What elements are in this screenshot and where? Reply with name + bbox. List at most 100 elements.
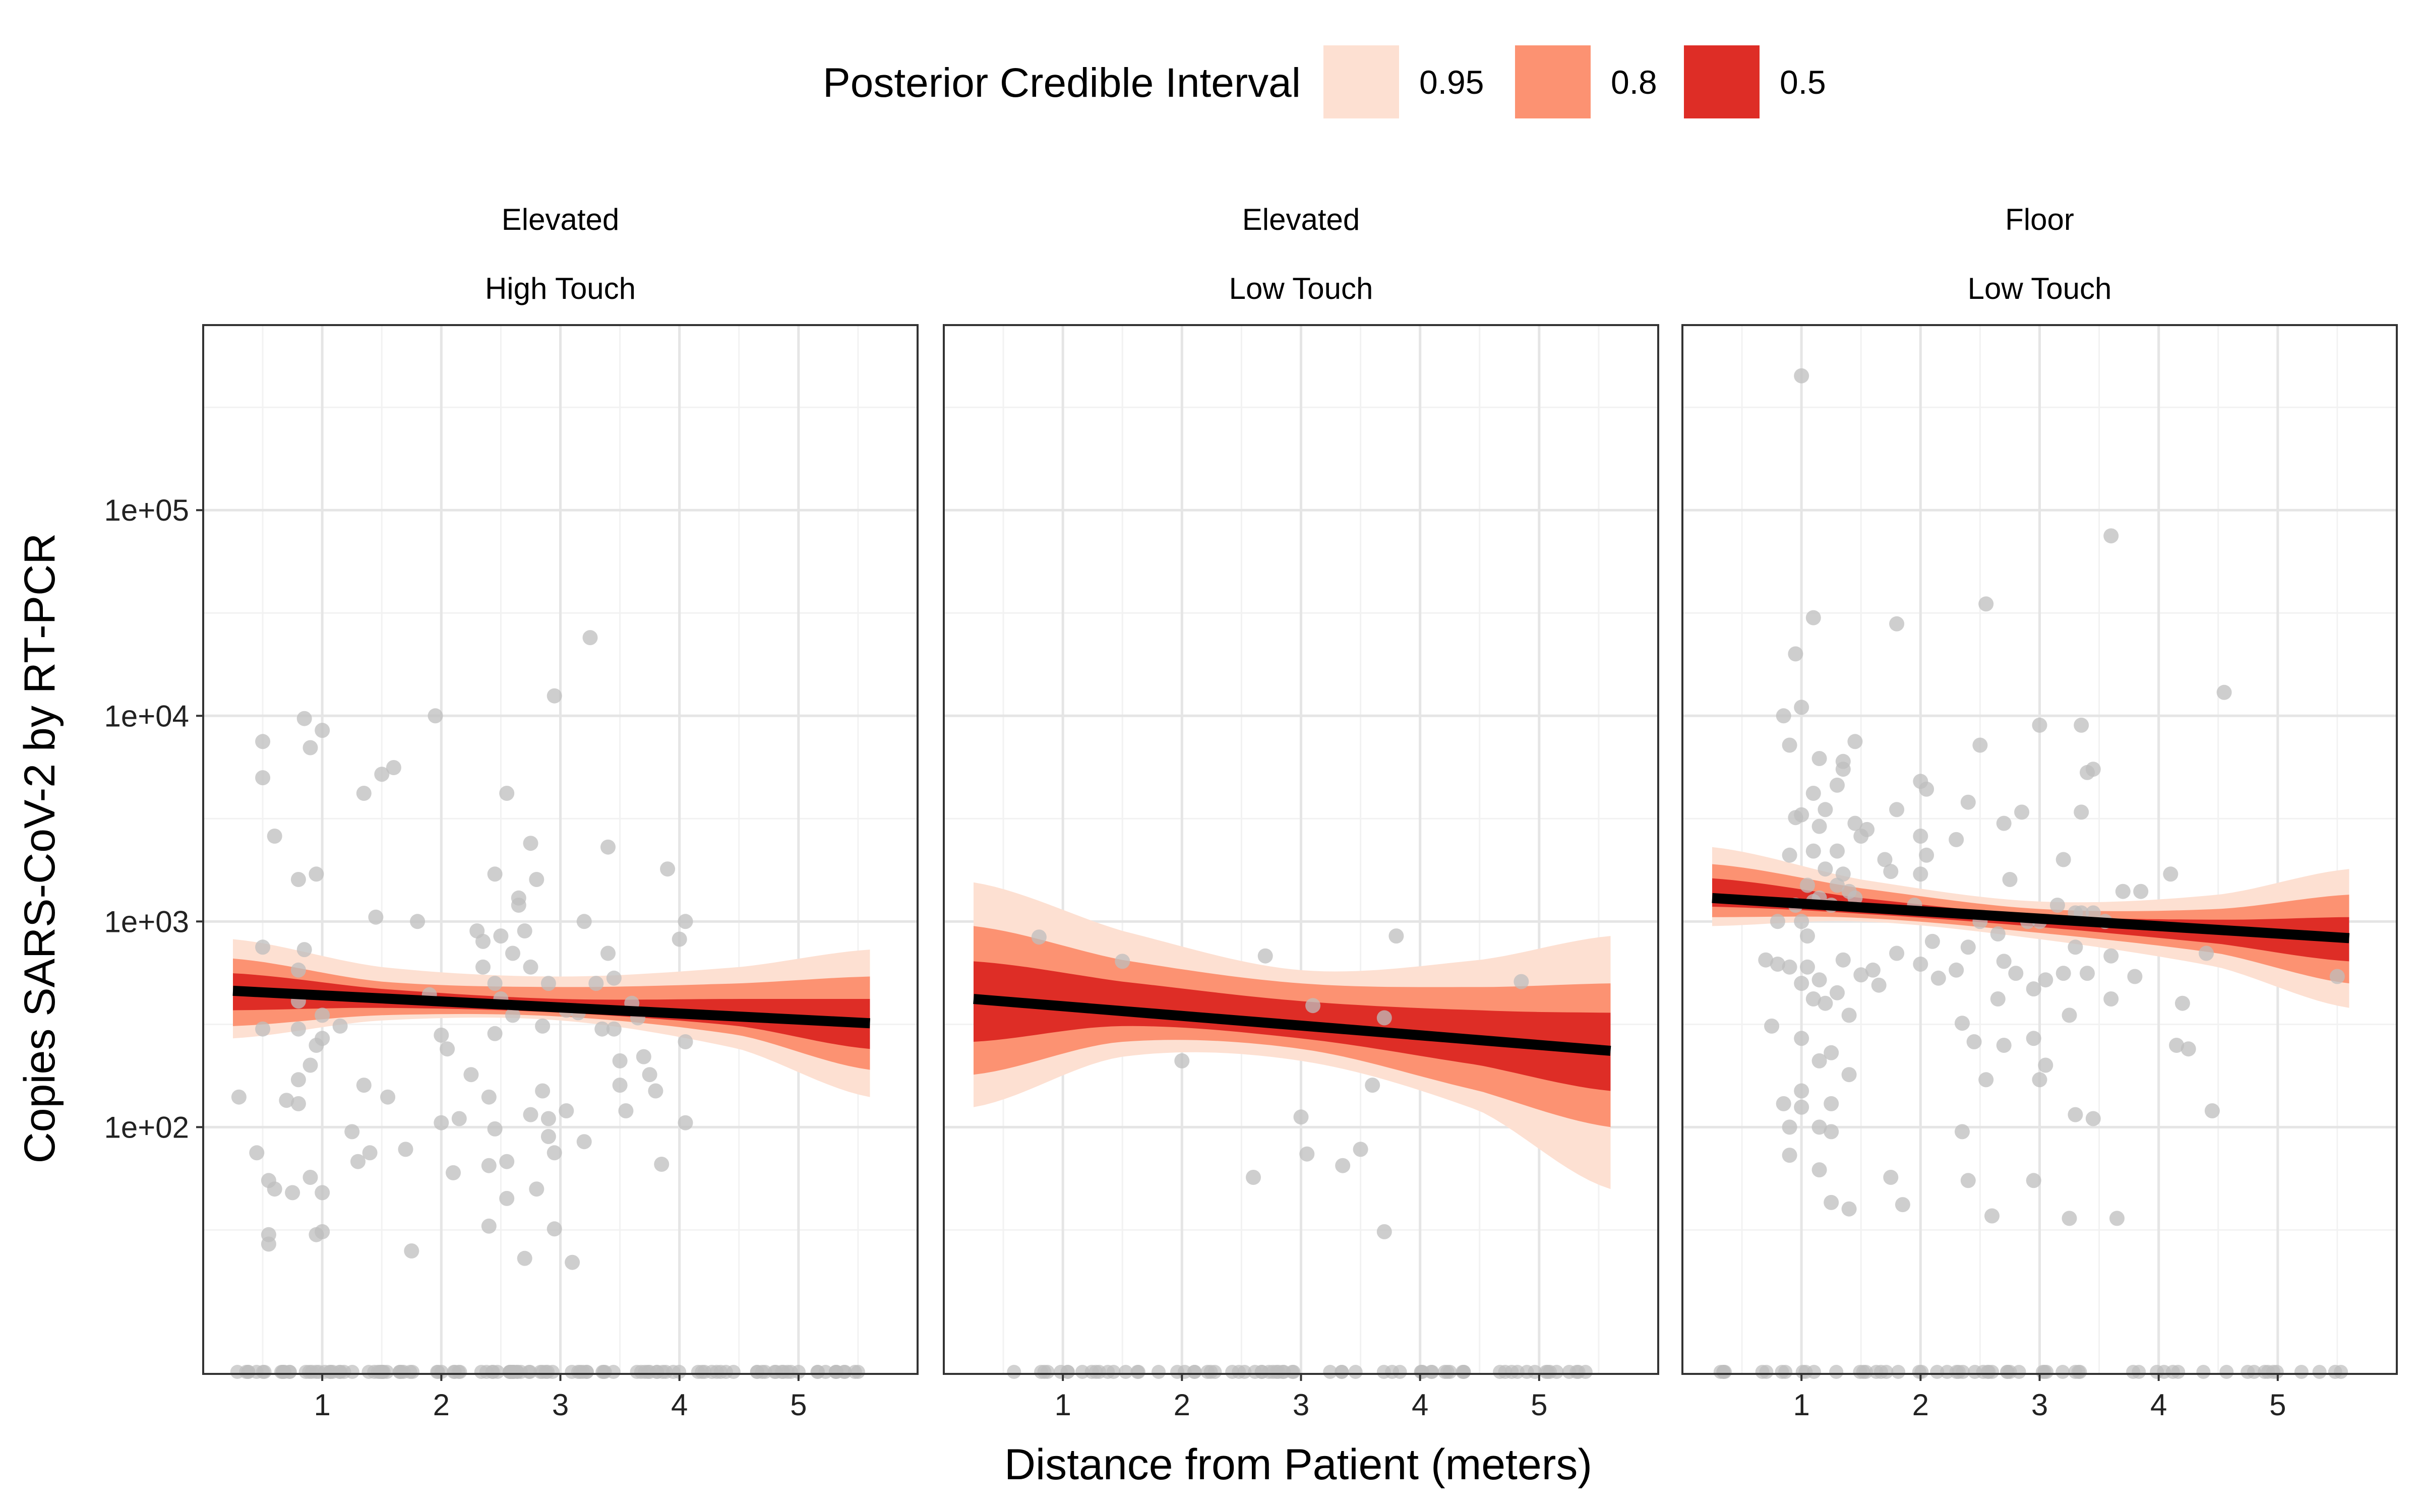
facet-2-point-85: [1960, 794, 1976, 810]
facet-2-point-18: [1794, 976, 1809, 991]
facet-2-point-126: [2085, 1111, 2101, 1126]
facet-2-baseline-point-9: [1891, 1365, 1906, 1379]
facet-0-baseline-point-79: [630, 1365, 644, 1379]
facet-1-baseline-point-27: [1152, 1365, 1166, 1379]
facet-0-point-20: [296, 942, 312, 958]
facet-1-point-14: [1514, 974, 1529, 989]
facet-0-point-68: [505, 946, 520, 961]
facet-0-point-79: [535, 1018, 551, 1034]
facet-2-baseline-point-54: [2269, 1365, 2284, 1379]
facet-1-baseline-point-68: [1037, 1365, 1052, 1379]
facet-0-point-52: [463, 1067, 479, 1083]
facet-2-point-119: [2074, 804, 2089, 820]
facet-2-point-6: [1782, 737, 1797, 753]
facet-0-point-14: [290, 962, 306, 978]
facet-0-point-55: [475, 959, 491, 975]
legend-item-1: 0.8: [1515, 45, 1657, 118]
facet-0-point-106: [642, 1067, 657, 1083]
facet-2-point-139: [2199, 946, 2214, 961]
facet-2-point-21: [1794, 1099, 1809, 1115]
facet-2-point-138: [2181, 1041, 2196, 1057]
facet-1-baseline-point-55: [1170, 1365, 1185, 1379]
facet-1-baseline-point-61: [1200, 1365, 1215, 1379]
facet-0-point-46: [428, 708, 443, 724]
facet-1-baseline-point-69: [1385, 1365, 1400, 1379]
facet-0-baseline-point-57: [486, 1365, 501, 1379]
facet-0-point-42: [398, 1142, 413, 1157]
facet-2-baseline-point-23: [1912, 1365, 1926, 1379]
facet-2-baseline-point-29: [1879, 1365, 1894, 1379]
facet-0-baseline-point-73: [709, 1365, 724, 1379]
facet-2-strip-label-0: Floor: [2005, 203, 2074, 236]
facet-0-band-ci80: [233, 958, 870, 1070]
facet-1-point-11: [1376, 1010, 1392, 1026]
facet-1-baseline-point-67: [1084, 1365, 1099, 1379]
legend-item-0: 0.95: [1323, 45, 1484, 118]
facet-0-point-37: [362, 1145, 378, 1161]
facet-2-point-114: [2062, 1007, 2077, 1023]
facet-0-baseline-point-116: [565, 1365, 579, 1379]
facet-2-point-113: [2055, 966, 2071, 981]
legend-label-2: 0.5: [1780, 64, 1826, 101]
facet-2-point-91: [1978, 596, 1994, 612]
legend-label-1: 0.8: [1611, 64, 1657, 101]
facet-2-point-3: [1770, 914, 1785, 929]
facet-2-point-47: [1830, 877, 1845, 893]
facet-0-point-13: [290, 872, 306, 887]
facet-2-point-54: [1841, 1007, 1857, 1023]
facet-2-point-46: [1830, 843, 1845, 859]
facet-2-point-11: [1788, 646, 1803, 662]
facet-2-point-39: [1818, 995, 1833, 1011]
facet-1-median-line: [973, 994, 1611, 1056]
facet-0-point-97: [600, 946, 616, 961]
facet-2-point-41: [1824, 1045, 1839, 1060]
facet-0-point-85: [547, 1145, 562, 1161]
facet-2-point-44: [1824, 1194, 1839, 1210]
facet-2-point-70: [1889, 946, 1905, 961]
facet-2-point-133: [2127, 969, 2143, 984]
y-axis: 1e+02 1e+03 1e+04 1e+05: [104, 493, 203, 1144]
facet-2-point-30: [1811, 751, 1827, 766]
facet-2-point-63: [1865, 962, 1881, 978]
facet-0-strip-label-1: High Touch: [485, 272, 636, 305]
facet-2-point-67: [1883, 1170, 1899, 1185]
facet-1-x-tick-label-1: 2: [1174, 1388, 1190, 1422]
facet-2-point-92: [1978, 1072, 1994, 1088]
facet-0-point-92: [576, 1134, 592, 1150]
facet-2-point-100: [2008, 966, 2024, 981]
facet-2-point-43: [1824, 1124, 1839, 1140]
facet-1-baseline-point-42: [1054, 1365, 1068, 1379]
facet-2-point-99: [2002, 872, 2018, 887]
facet-1-baseline-point-51: [1440, 1365, 1455, 1379]
facet-0-point-82: [540, 1111, 556, 1126]
facet-2-point-103: [2026, 981, 2041, 997]
facet-2-point-66: [1883, 864, 1899, 879]
facet-2-x-tick-label-0: 1: [1793, 1388, 1809, 1422]
facet-0-point-35: [356, 1078, 372, 1093]
facet-2-point-120: [2074, 717, 2089, 733]
facet-0-point-56: [481, 1089, 497, 1105]
facet-0-point-38: [368, 909, 384, 925]
facet-0-point-91: [576, 914, 592, 929]
facet-2-grid: [1682, 325, 2397, 1374]
facet-0-point-110: [672, 931, 687, 947]
facet-2-point-97: [1996, 954, 2012, 969]
legend-key-0: [1323, 45, 1399, 118]
facet-0-point-22: [302, 1057, 318, 1073]
facet-0-point-108: [654, 1157, 670, 1172]
facet-2-point-81: [1949, 832, 1964, 847]
facet-2-baseline-point-40: [2196, 1365, 2211, 1379]
facet-2-point-25: [1805, 610, 1821, 625]
facet-2-strip-label-1: Low Touch: [1968, 272, 2112, 305]
facet-2-point-78: [1919, 847, 1934, 863]
facet-0-baseline-point-85: [474, 1365, 489, 1379]
facet-1-points: [1031, 928, 1529, 1239]
facet-0-point-29: [315, 1031, 330, 1046]
facet-2-point-111: [2049, 898, 2065, 913]
facet-2-point-34: [1811, 1053, 1827, 1068]
facet-0-baseline-point-76: [811, 1365, 825, 1379]
facet-2-point-82: [1949, 962, 1964, 978]
facet-2-point-23: [1800, 928, 1815, 944]
facet-0-band-ci95: [233, 939, 870, 1097]
facet-2-baseline-point-28: [2219, 1365, 2234, 1379]
